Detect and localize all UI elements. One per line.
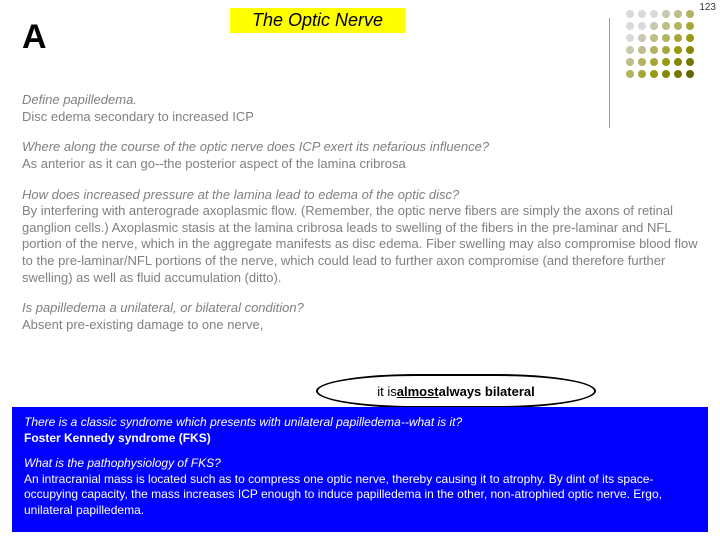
dot-icon: [650, 46, 658, 54]
page-number: 123: [699, 2, 716, 13]
dot-icon: [662, 34, 670, 42]
dot-icon: [674, 34, 682, 42]
decorative-dot-grid: [626, 10, 696, 80]
dot-icon: [662, 58, 670, 66]
oval-suffix: always bilateral: [439, 384, 535, 399]
dot-icon: [662, 46, 670, 54]
dot-icon: [686, 70, 694, 78]
oval-underline: almost: [397, 384, 439, 399]
oval-prefix: it is: [377, 384, 397, 399]
dot-icon: [638, 10, 646, 18]
dot-icon: [662, 70, 670, 78]
dot-icon: [626, 10, 634, 18]
qa-block-3: How does increased pressure at the lamin…: [22, 187, 698, 287]
answer-1: Disc edema secondary to increased ICP: [22, 109, 698, 126]
slide-letter: A: [22, 18, 47, 57]
dot-icon: [662, 22, 670, 30]
highlight-oval: it is almost always bilateral: [320, 378, 592, 404]
blue-question-2: What is the pathophysiology of FKS?: [24, 456, 696, 472]
blue-callout-box: There is a classic syndrome which presen…: [12, 407, 708, 532]
question-1: Define papilledema.: [22, 92, 698, 109]
dot-icon: [686, 58, 694, 66]
dot-icon: [650, 10, 658, 18]
dot-icon: [626, 70, 634, 78]
dot-icon: [638, 70, 646, 78]
blue-qa-2: What is the pathophysiology of FKS? An i…: [24, 456, 696, 518]
qa-block-1: Define papilledema. Disc edema secondary…: [22, 92, 698, 125]
dot-icon: [638, 34, 646, 42]
dot-icon: [686, 34, 694, 42]
dot-icon: [650, 70, 658, 78]
dot-icon: [662, 10, 670, 18]
dot-icon: [674, 46, 682, 54]
dot-icon: [650, 34, 658, 42]
answer-3: By interfering with anterograde axoplasm…: [22, 203, 698, 286]
answer-2: As anterior as it can go--the posterior …: [22, 156, 698, 173]
question-2: Where along the course of the optic nerv…: [22, 139, 698, 156]
dot-icon: [674, 70, 682, 78]
dot-icon: [626, 22, 634, 30]
question-4: Is papilledema a unilateral, or bilatera…: [22, 300, 698, 317]
blue-answer-1: Foster Kennedy syndrome (FKS): [24, 431, 696, 447]
dot-icon: [674, 10, 682, 18]
dot-icon: [686, 22, 694, 30]
qa-block-4: Is papilledema a unilateral, or bilatera…: [22, 300, 698, 333]
dot-icon: [626, 34, 634, 42]
blue-answer-2: An intracranial mass is located such as …: [24, 472, 696, 519]
oval-text: it is almost always bilateral: [320, 378, 592, 404]
dot-icon: [638, 58, 646, 66]
dot-icon: [686, 10, 694, 18]
dot-icon: [638, 22, 646, 30]
dot-icon: [650, 22, 658, 30]
dot-icon: [674, 22, 682, 30]
qa-block-2: Where along the course of the optic nerv…: [22, 139, 698, 172]
content-area: Define papilledema. Disc edema secondary…: [22, 92, 698, 348]
slide-title: The Optic Nerve: [230, 8, 405, 33]
dot-icon: [638, 46, 646, 54]
blue-question-1: There is a classic syndrome which presen…: [24, 415, 696, 431]
blue-qa-1: There is a classic syndrome which presen…: [24, 415, 696, 446]
question-3: How does increased pressure at the lamin…: [22, 187, 698, 204]
dot-icon: [686, 46, 694, 54]
answer-4: Absent pre-existing damage to one nerve,: [22, 317, 698, 334]
dot-icon: [626, 58, 634, 66]
dot-icon: [626, 46, 634, 54]
dot-icon: [650, 58, 658, 66]
dot-icon: [674, 58, 682, 66]
